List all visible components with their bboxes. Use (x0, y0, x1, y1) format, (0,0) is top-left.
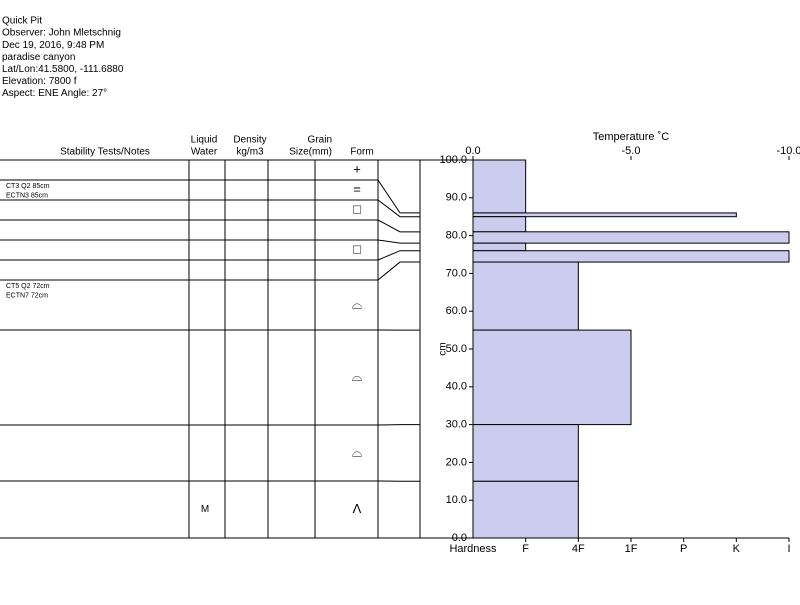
x-tick-label: I (787, 543, 790, 555)
header-line: Lat/Lon:41.5800, -111.6880 (2, 64, 124, 75)
grain-form: ⌓ (352, 296, 362, 311)
column-header: Size(mm) (289, 147, 332, 158)
grain-form: □ (353, 201, 361, 216)
header-line: Observer: John Mletschnig (2, 28, 121, 39)
connector-line (378, 262, 420, 280)
y-tick-label: 60.0 (446, 305, 467, 317)
layer-note: ECTN3 85cm (6, 192, 48, 199)
x-tick-label: 1F (625, 543, 638, 555)
x-tick-label: K (733, 543, 741, 555)
grain-form: □ (353, 241, 361, 256)
connector-line (378, 200, 420, 217)
layer-note: CT5 Q2 72cm (6, 283, 50, 290)
grain-form: ⌓ (352, 369, 362, 384)
layer-note: CT3 Q2 85cm (6, 183, 50, 190)
column-header: Form (350, 147, 373, 158)
y-tick-label: 20.0 (446, 456, 467, 468)
x-axis-label: Hardness (449, 543, 497, 555)
grain-form: ⌓ (352, 444, 362, 459)
column-header: kg/m3 (236, 147, 264, 158)
header-line: paradise canyon (2, 52, 75, 63)
connector-line (378, 180, 420, 213)
y-tick-label: 100.0 (439, 154, 467, 166)
y-tick-label: 50.0 (446, 343, 467, 355)
hardness-bar (473, 232, 789, 243)
hardness-bar (473, 481, 578, 538)
x2-tick-label: 0.0 (465, 145, 480, 157)
y-tick-label: 10.0 (446, 494, 467, 506)
y-tick-label: 30.0 (446, 419, 467, 431)
connector-line (378, 220, 420, 232)
hardness-bar (473, 262, 578, 330)
y-tick-label: 40.0 (446, 381, 467, 393)
y-tick-label: 70.0 (446, 267, 467, 279)
header-line: Quick Pit (2, 16, 42, 27)
hardness-bar (473, 330, 631, 425)
x-tick-label: 4F (572, 543, 585, 555)
column-header: Density (233, 135, 266, 146)
hardness-bar (473, 243, 526, 251)
hardness-bar (473, 425, 578, 482)
header-line: Elevation: 7800 f (2, 76, 77, 87)
hardness-bar (473, 217, 526, 232)
connector-line (378, 251, 420, 260)
hardness-bar (473, 251, 789, 262)
header-line: Aspect: ENE Angle: 27° (2, 88, 107, 99)
column-header: Water (191, 147, 218, 158)
x2-tick-label: -5.0 (622, 145, 641, 157)
y-tick-label: 80.0 (446, 230, 467, 242)
column-header: Stability Tests/Notes (60, 147, 150, 158)
x2-axis-label: Temperature ˚C (593, 131, 669, 143)
liquid-water: M (201, 504, 209, 515)
x2-tick-label: -10.0 (776, 145, 800, 157)
hardness-bar (473, 160, 526, 213)
grain-form: + (353, 161, 361, 176)
x-tick-label: F (522, 543, 529, 555)
y-axis-label: cm (438, 342, 449, 355)
hardness-bar (473, 213, 736, 217)
grain-form: Λ (353, 501, 362, 516)
connector-line (378, 240, 420, 243)
header-line: Dec 19, 2016, 9:48 PM (2, 40, 104, 51)
layer-note: ECTN7 72cm (6, 292, 48, 299)
x-tick-label: P (680, 543, 687, 555)
grain-form: = (353, 181, 361, 196)
column-header: Liquid (191, 135, 218, 146)
column-header: Grain (308, 135, 332, 146)
y-tick-label: 90.0 (446, 192, 467, 204)
